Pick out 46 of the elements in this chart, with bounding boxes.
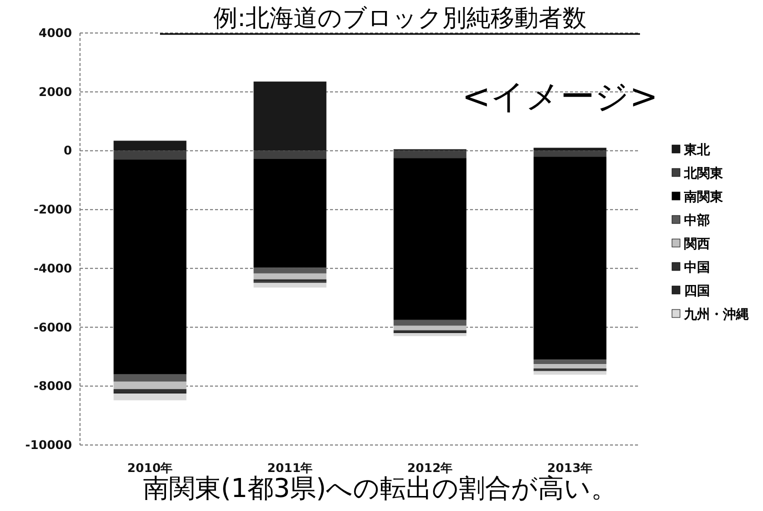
bar [534, 371, 606, 375]
y-tick-label: -2000 [34, 202, 72, 217]
y-tick-label: -6000 [34, 320, 72, 334]
bar [254, 158, 326, 268]
bar [114, 160, 186, 374]
y-tick-label: 2000 [38, 84, 72, 99]
x-tick-label: 2013年 [547, 461, 593, 475]
legend-label: 東北 [683, 143, 711, 158]
bar [114, 394, 186, 400]
bar [254, 268, 326, 274]
x-tick-label: 2011年 [267, 461, 313, 475]
legend-label: 北関東 [683, 166, 724, 182]
bar [114, 150, 186, 160]
y-tick-label: -8000 [34, 379, 72, 394]
legend-label: 関西 [684, 237, 710, 252]
bar [254, 282, 326, 288]
bar [254, 150, 326, 159]
legend-label: 中国 [684, 260, 710, 276]
bar [394, 320, 466, 326]
bar [254, 273, 326, 280]
bar [394, 158, 466, 320]
chart-title: 例:北海道のブロック別純移動者数 [213, 4, 587, 32]
legend-label: 中部 [684, 212, 710, 228]
y-tick-label: -10000 [25, 438, 72, 452]
text: 南関東(1都3県)への転出の割合が高い。 [142, 474, 618, 504]
bar [114, 389, 186, 392]
y-tick-label: 4000 [38, 26, 72, 40]
bar [114, 374, 186, 382]
legend-label: 九州・沖縄 [683, 308, 749, 322]
bar [534, 360, 606, 364]
bar [534, 150, 606, 157]
bar [534, 156, 606, 360]
y-tick-label: 0 [64, 144, 72, 158]
bar [114, 382, 186, 390]
bar [114, 140, 186, 151]
x-tick-label: 2012年 [407, 461, 453, 475]
x-tick-label: 2010年 [127, 461, 173, 475]
bar [394, 333, 466, 336]
legend-label: 四国 [684, 284, 710, 299]
bar [394, 326, 466, 330]
bar [394, 150, 466, 158]
bar [254, 82, 326, 151]
legend-label: 南関東 [683, 190, 724, 205]
y-tick-label: -4000 [34, 261, 72, 276]
annotation: <イメージ> [462, 77, 658, 117]
bar [534, 364, 606, 368]
